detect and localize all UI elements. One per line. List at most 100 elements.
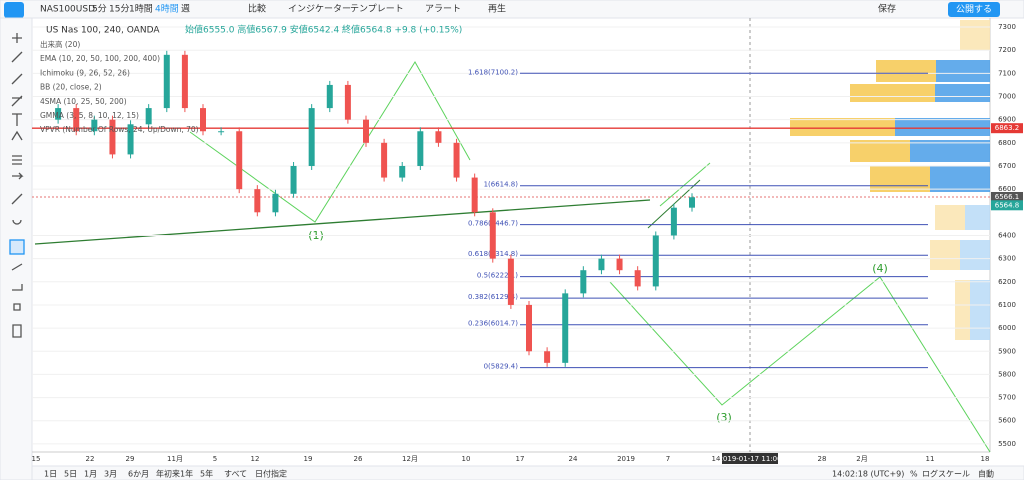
indicator-label[interactable]: BB (20, close, 2) xyxy=(40,83,102,92)
y-tick-label: 6600 xyxy=(998,185,1016,193)
x-tick-label: 7 xyxy=(666,455,670,463)
indicator-label[interactable]: Ichimoku (9, 26, 52, 26) xyxy=(40,68,130,77)
fib-label: 0.5(6222.1) xyxy=(477,272,518,280)
range-button[interactable]: 3月 xyxy=(104,470,117,479)
toolbar-button[interactable]: テンプレート xyxy=(350,4,404,15)
toolbar-button[interactable]: アラート xyxy=(425,4,461,15)
scale-option[interactable]: ログスケール xyxy=(922,469,970,479)
y-tick-label: 5500 xyxy=(998,440,1016,448)
candle-body xyxy=(689,197,695,208)
toolbar-button[interactable]: 再生 xyxy=(488,3,506,15)
range-button[interactable]: 6か月 xyxy=(128,470,149,479)
range-button[interactable]: 5年 xyxy=(200,469,213,479)
fib-label: 0(5829.4) xyxy=(484,363,519,371)
indicator-label[interactable]: EMA (10, 20, 50, 100, 200, 400) xyxy=(40,54,160,63)
y-tick-label: 5700 xyxy=(998,394,1016,402)
candle-body xyxy=(417,131,424,166)
y-tick-label: 6300 xyxy=(998,255,1016,263)
candle-body xyxy=(254,189,261,213)
indicator-label[interactable]: VPVR (Number Of Rows, 24, Up/Down, 70) xyxy=(40,125,199,134)
x-tick-label: 2月 xyxy=(856,455,867,463)
x-tick-label: 28 xyxy=(818,455,827,463)
volume-profile xyxy=(790,20,990,340)
candle-body xyxy=(435,131,442,143)
symbol[interactable]: NAS100USD xyxy=(40,5,95,15)
tool-icons[interactable] xyxy=(9,33,25,338)
x-tick-label: 17 xyxy=(516,455,525,463)
y-tick-label: 6400 xyxy=(998,231,1016,239)
y-tick-label: 5600 xyxy=(998,417,1016,425)
x-tick-label: 29 xyxy=(126,455,135,463)
price-label-box xyxy=(991,123,1023,134)
interval-button[interactable]: 15分 xyxy=(109,4,129,15)
y-tick-label: 6200 xyxy=(998,278,1016,286)
toolbar-button[interactable]: 比較 xyxy=(248,3,266,15)
candle-body xyxy=(507,258,514,305)
legend-title: US Nas 100, 240, OANDA xyxy=(46,26,160,36)
scale-option[interactable]: 自動 xyxy=(978,469,994,479)
y-tick-label: 6900 xyxy=(998,116,1016,124)
interval-button[interactable]: 5分 xyxy=(92,4,107,15)
candle-body xyxy=(326,84,333,109)
price-label-box xyxy=(991,191,1023,202)
candle-body xyxy=(634,270,641,287)
fib-label: 1.618(7100.2) xyxy=(468,68,518,76)
price-label: 6564.8 xyxy=(995,201,1020,209)
range-button[interactable]: 年初来 xyxy=(156,469,180,479)
range-button[interactable]: 1年 xyxy=(180,469,193,479)
x-tick-label: 12 xyxy=(251,455,260,463)
interval-button[interactable]: 1時間 xyxy=(129,4,153,15)
candle-body xyxy=(290,165,297,194)
x-tick-label: 18 xyxy=(981,455,990,463)
wave-line xyxy=(609,276,991,453)
range-button[interactable]: 1日 xyxy=(44,470,57,479)
indicator-label[interactable]: GMMA (3, 5, 8, 10, 12, 15) xyxy=(40,111,139,120)
candle-body xyxy=(200,108,206,132)
x-tick-label: 15 xyxy=(32,455,41,463)
fib-label: 0.382(6129.4) xyxy=(468,293,518,301)
fib-label: 1(6614.8) xyxy=(484,181,519,189)
x-tick-label: 14 xyxy=(712,455,721,463)
y-tick-label: 6100 xyxy=(998,301,1016,309)
candle-body xyxy=(453,142,460,178)
publish-button[interactable] xyxy=(948,2,1000,17)
wave-label: (4) xyxy=(872,262,888,275)
toolbar-button[interactable]: インジケーター xyxy=(288,4,351,15)
x-tick-label: 11 xyxy=(926,455,935,463)
clock: 14:02:18 (UTC+9) xyxy=(832,470,904,479)
interval-button[interactable]: 4時間 xyxy=(155,4,179,15)
y-tick-label: 5800 xyxy=(998,370,1016,378)
y-tick-label: 5900 xyxy=(998,347,1016,355)
candle-body xyxy=(471,177,478,213)
legend-ohlc: 始値6555.0 高値6567.9 安値6542.4 終値6564.8 +9.8… xyxy=(185,24,462,36)
range-button[interactable]: 5日 xyxy=(64,470,77,479)
y-tick-label: 7100 xyxy=(998,69,1016,77)
channel-line xyxy=(659,162,711,207)
x-tick-label: 19 xyxy=(304,455,313,463)
indicator-label[interactable]: 4SMA (10, 25, 50, 200) xyxy=(40,97,127,106)
y-tick-label: 6000 xyxy=(998,324,1016,332)
range-button[interactable]: 1月 xyxy=(84,470,97,479)
fib-label: 0.236(6014.7) xyxy=(468,320,518,328)
save-button[interactable]: 保存 xyxy=(878,3,896,15)
candle-body xyxy=(109,119,116,155)
candle-body xyxy=(181,54,188,109)
scale-option[interactable]: % xyxy=(910,470,918,479)
logo[interactable] xyxy=(4,2,24,18)
x-tick-label: 12月 xyxy=(402,455,418,463)
candle-body xyxy=(616,258,623,271)
y-tick-label: 7000 xyxy=(998,93,1016,101)
candle-body xyxy=(272,193,279,213)
indicator-label[interactable]: 出来高 (20) xyxy=(40,39,80,49)
publish-button-label[interactable]: 公開する xyxy=(956,4,992,15)
custom-range[interactable]: 日付指定 xyxy=(255,469,287,479)
candle-body xyxy=(218,131,225,133)
candle-body xyxy=(55,108,62,120)
candle-body xyxy=(236,131,243,190)
range-button[interactable]: すべて xyxy=(224,470,247,479)
interval-button[interactable]: 週 xyxy=(181,4,190,15)
x-tick-label: 26 xyxy=(354,455,363,463)
y-tick-label: 6800 xyxy=(998,139,1016,147)
candle-body xyxy=(670,207,677,236)
